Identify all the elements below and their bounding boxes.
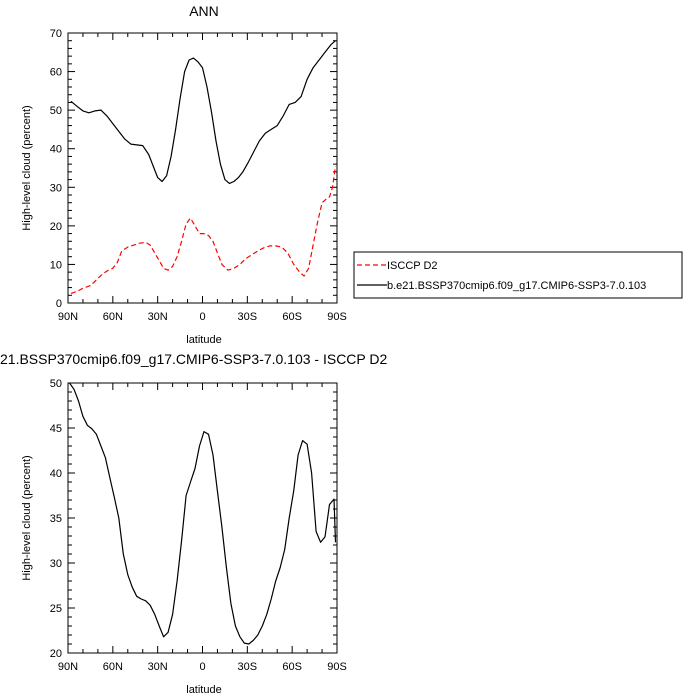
top-xtick-label: 30S xyxy=(238,311,258,323)
bottom-ytick-label: 40 xyxy=(50,468,62,480)
top-xtick-label: 30N xyxy=(148,311,168,323)
top-xtick-label: 90S xyxy=(327,311,347,323)
bottom-xtick-label: 0 xyxy=(199,661,205,673)
top-ytick-label: 60 xyxy=(50,67,62,79)
bottom-ytick-label: 35 xyxy=(50,513,62,525)
top-series-line-0 xyxy=(70,166,337,294)
bottom-ytick-label: 45 xyxy=(50,423,62,435)
legend-label-isccp: ISCCP D2 xyxy=(387,260,438,272)
top-y-axis: 0 10 20 30 40 50 60 70 xyxy=(50,28,337,310)
bottom-xtick-label: 30S xyxy=(238,661,258,673)
top-x-axis-label: latitude xyxy=(186,334,221,346)
bottom-x-axis-label: latitude xyxy=(186,684,221,696)
top-chart-title: ANN xyxy=(189,3,219,19)
bottom-chart: 21.BSSP370cmip6.f09_g17.CMIP6-SSP3-7.0.1… xyxy=(0,351,387,696)
top-xtick-label: 90N xyxy=(58,311,78,323)
top-ytick-label: 10 xyxy=(50,259,62,271)
bottom-xtick-label: 60N xyxy=(103,661,123,673)
bottom-series-line-0 xyxy=(69,382,337,645)
bottom-ytick-label: 20 xyxy=(50,648,62,660)
top-xtick-label: 0 xyxy=(199,311,205,323)
bottom-ytick-label: 50 xyxy=(50,378,62,390)
top-y-axis-label: High-level cloud (percent) xyxy=(21,105,33,230)
bottom-xtick-label: 30N xyxy=(148,661,168,673)
legend-box xyxy=(353,251,683,299)
bottom-ytick-label: 30 xyxy=(50,558,62,570)
bottom-xtick-label: 90S xyxy=(327,661,347,673)
top-ytick-label: 0 xyxy=(56,298,62,310)
top-series-lines xyxy=(70,40,337,294)
bottom-y-axis-label: High-level cloud (percent) xyxy=(21,455,33,580)
legend: ISCCP D2 b.e21.BSSP370cmip6.f09_g17.CMIP… xyxy=(353,251,683,299)
top-xtick-label: 60S xyxy=(282,311,302,323)
top-ytick-label: 20 xyxy=(50,221,62,233)
top-x-axis: 90N 60N 30N 0 30S 60S 90S xyxy=(58,33,347,323)
bottom-ytick-label: 25 xyxy=(50,603,62,615)
bottom-y-axis: 20 25 30 35 40 45 50 xyxy=(50,378,337,660)
top-ytick-label: 50 xyxy=(50,105,62,117)
bottom-chart-title: 21.BSSP370cmip6.f09_g17.CMIP6-SSP3-7.0.1… xyxy=(0,351,387,367)
top-ytick-label: 40 xyxy=(50,144,62,156)
bottom-plot-frame xyxy=(67,382,338,654)
bottom-xtick-label: 90N xyxy=(58,661,78,673)
bottom-xtick-label: 60S xyxy=(282,661,302,673)
bottom-x-axis: 90N 60N 30N 0 30S 60S 90S xyxy=(58,383,347,673)
bottom-series-lines xyxy=(69,382,337,645)
top-series-line-1 xyxy=(70,40,336,184)
top-plot-frame xyxy=(67,32,338,304)
top-ytick-label: 70 xyxy=(50,28,62,40)
top-ytick-label: 30 xyxy=(50,182,62,194)
top-xtick-label: 60N xyxy=(103,311,123,323)
legend-label-model: b.e21.BSSP370cmip6.f09_g17.CMIP6-SSP3-7.… xyxy=(387,280,646,292)
